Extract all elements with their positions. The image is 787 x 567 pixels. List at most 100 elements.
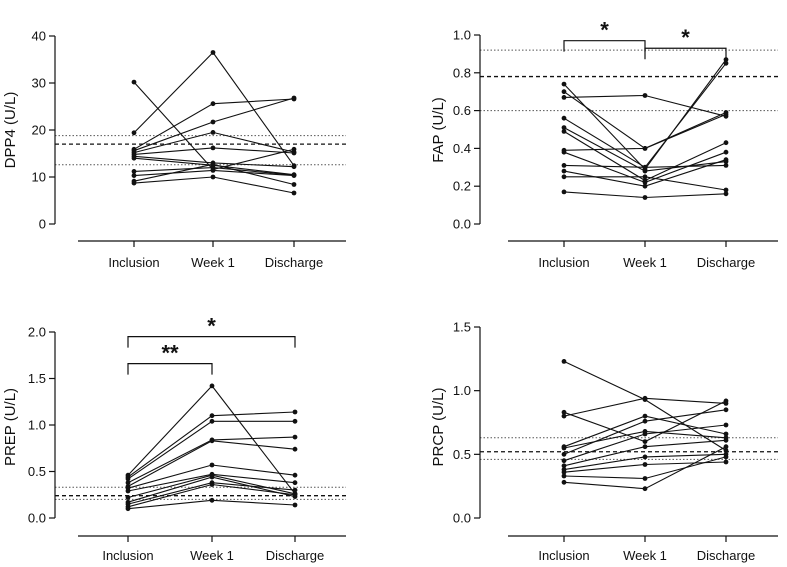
data-point	[642, 168, 648, 174]
data-point	[209, 418, 215, 424]
data-point	[209, 482, 215, 487]
data-point	[561, 451, 567, 457]
data-point	[291, 95, 297, 101]
significance-star: *	[681, 25, 690, 50]
y-tick-label: 40	[32, 29, 46, 44]
y-tick-label: 0.0	[28, 511, 46, 526]
data-point	[210, 101, 216, 107]
data-point	[723, 60, 729, 66]
data-point	[561, 189, 567, 195]
data-point	[723, 57, 729, 62]
data-point	[209, 413, 215, 419]
data-point	[642, 395, 648, 401]
y-tick-label: 0.5	[453, 447, 471, 462]
data-point	[723, 149, 729, 155]
data-point	[723, 444, 729, 450]
data-point	[291, 182, 297, 187]
data-point	[723, 163, 729, 168]
panel-prep: PREP (U/L) Inclusion Week 1 Discharge 0.…	[2, 314, 346, 563]
series-line	[133, 176, 295, 194]
x-tick-label-week1: Week 1	[623, 255, 667, 270]
data-point	[561, 473, 567, 479]
data-point	[209, 438, 215, 444]
data-point	[210, 145, 216, 151]
series-line	[133, 81, 295, 171]
data-point	[723, 157, 729, 163]
significance-star: *	[600, 18, 609, 43]
y-tick-label: 0.8	[453, 65, 471, 80]
series-line	[563, 91, 727, 150]
series-line	[563, 94, 727, 117]
data-point	[723, 448, 729, 453]
data-point	[125, 476, 131, 482]
data-point	[642, 93, 648, 98]
data-point	[131, 180, 137, 186]
data-point	[723, 140, 729, 146]
data-point	[561, 479, 567, 485]
data-point	[642, 418, 648, 424]
data-point	[209, 497, 215, 503]
x-tick-label-inclusion: Inclusion	[102, 548, 153, 563]
y-tick-label: 0.4	[453, 141, 471, 156]
x-tick-label-discharge: Discharge	[697, 255, 756, 270]
data-point	[210, 174, 216, 180]
data-point	[561, 463, 567, 469]
data-point	[723, 431, 729, 437]
data-point	[125, 480, 131, 486]
significance-bracket	[563, 40, 646, 52]
y-tick-label: 20	[32, 123, 46, 138]
data-point	[125, 506, 131, 512]
data-point	[561, 125, 567, 130]
data-point	[125, 488, 131, 494]
x-tick-label-week1: Week 1	[190, 548, 234, 563]
data-point	[561, 81, 567, 87]
x-tick-label-discharge: Discharge	[265, 255, 324, 270]
data-point	[210, 161, 216, 167]
panel-dpp4: DPP4 (U/L) Inclusion Week 1 Discharge 0 1…	[2, 29, 346, 270]
data-point	[131, 155, 137, 161]
data-point	[561, 174, 567, 180]
data-point	[292, 418, 298, 424]
significance-star: **	[161, 341, 179, 366]
y-tick-label: 1.0	[453, 28, 471, 43]
y-tick-label: 1.5	[28, 371, 46, 386]
significance-star: *	[207, 314, 216, 339]
x-tick-label-inclusion: Inclusion	[108, 255, 159, 270]
data-point	[642, 462, 648, 467]
y-tick-label: 10	[32, 170, 46, 185]
y-axis-label: DPP4 (U/L)	[2, 92, 19, 169]
data-point	[561, 469, 567, 475]
x-tick-label-discharge: Discharge	[266, 548, 325, 563]
data-point	[723, 187, 729, 193]
data-point	[131, 79, 137, 85]
data-point	[561, 89, 567, 95]
x-tick-label-discharge: Discharge	[697, 548, 756, 563]
data-point	[209, 474, 215, 480]
y-axis-label: PREP (U/L)	[2, 388, 19, 466]
data-point	[642, 486, 648, 492]
data-point	[292, 502, 298, 508]
data-point	[723, 422, 729, 428]
data-point	[561, 359, 567, 364]
data-point	[723, 112, 729, 117]
data-point	[561, 458, 567, 464]
data-point	[292, 434, 298, 440]
y-tick-label: 1.0	[453, 383, 471, 398]
data-point	[131, 169, 137, 174]
data-point	[723, 459, 729, 465]
data-point	[642, 146, 648, 151]
data-point	[209, 383, 215, 389]
data-point	[291, 150, 297, 156]
data-point	[561, 409, 567, 415]
data-point	[561, 163, 567, 168]
data-point	[723, 401, 729, 406]
data-point	[292, 446, 298, 452]
x-tick-label-week1: Week 1	[191, 255, 235, 270]
data-point	[642, 439, 648, 444]
y-tick-label: 0.2	[453, 179, 471, 194]
x-tick-label-inclusion: Inclusion	[538, 255, 589, 270]
data-point	[292, 472, 298, 478]
data-point	[642, 174, 648, 180]
data-point	[561, 129, 567, 134]
y-tick-label: 1.0	[28, 418, 46, 433]
